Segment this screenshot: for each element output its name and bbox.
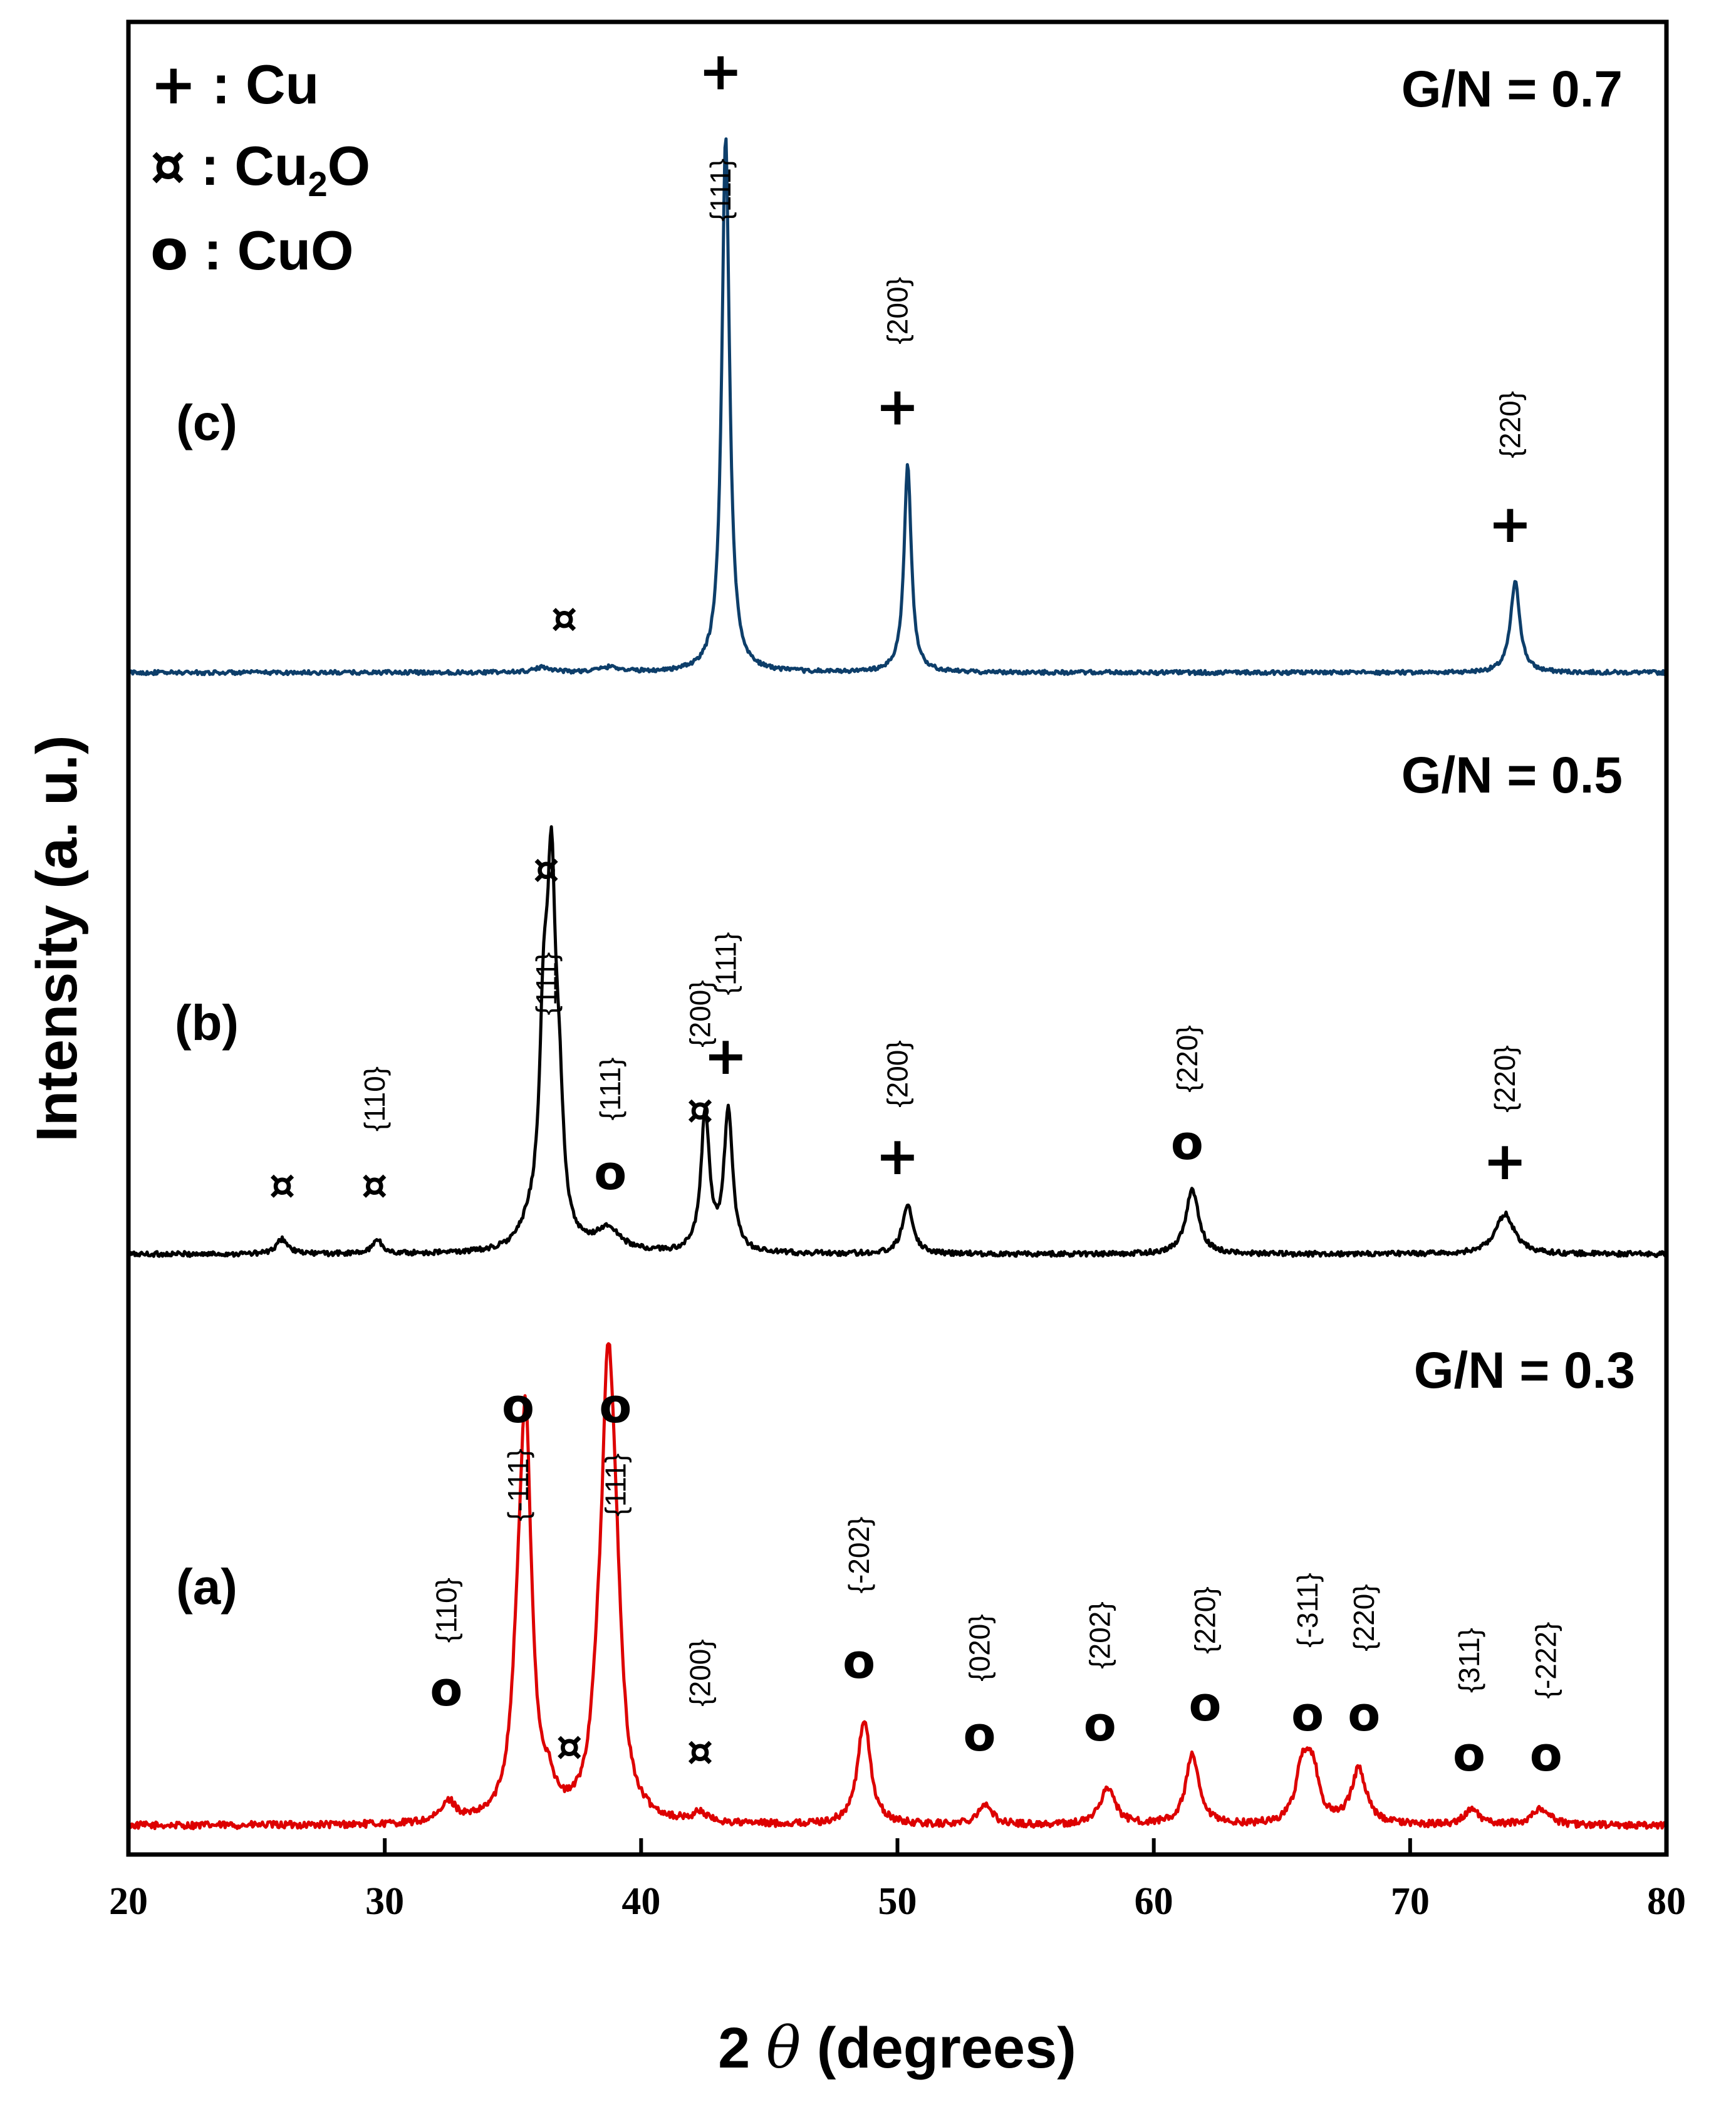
peak-marker-b-0: ¤: [269, 1161, 296, 1209]
peak-marker-a-11: o: [1453, 1726, 1485, 1782]
peak-marker-a-10: o: [1348, 1686, 1380, 1742]
legend-text-0: Cu: [246, 53, 319, 115]
x-tick-label-5: 70: [1391, 1880, 1430, 1923]
peak-hkl-b-6: {200}: [881, 1040, 914, 1107]
peak-marker-a-0: o: [430, 1661, 462, 1717]
legend-symbol-0: +: [150, 52, 197, 117]
peak-marker-b-2: ¤: [533, 845, 559, 893]
legend-item-2: o : CuO: [150, 218, 353, 283]
peak-hkl-c-3: {220}: [1494, 391, 1526, 458]
peak-hkl-c-2: {200}: [881, 277, 914, 344]
x-axis-label-suffix: (degrees): [801, 2016, 1076, 2080]
x-tick-label-6: 80: [1647, 1880, 1686, 1923]
peak-marker-b-5: +: [704, 1025, 747, 1086]
peak-hkl-a-8: {220}: [1189, 1586, 1222, 1653]
x-tick-label-0: 20: [109, 1880, 148, 1923]
series-labels: (a) G/N = 0.3 (b) G/N = 0.5 (c) G/N = 0.7: [175, 61, 1635, 1615]
legend-tail-1: O: [328, 135, 370, 197]
peak-hkl-b-4: {200}: [683, 980, 716, 1047]
peak-hkl-a-5: {-202}: [843, 1517, 875, 1594]
x-tick-label-2: 40: [621, 1880, 660, 1923]
legend-item-1: ¤ : Cu2O: [150, 133, 370, 204]
condition-label-a: G/N = 0.3: [1414, 1342, 1635, 1399]
peak-hkl-a-10: {220}: [1348, 1584, 1380, 1651]
series-label-b: (b): [175, 995, 239, 1051]
x-tick-label-3: 50: [878, 1880, 917, 1923]
peak-hkl-a-12: {-222}: [1530, 1622, 1562, 1699]
peak-hkl-a-11: {311}: [1453, 1628, 1485, 1693]
peak-marker-a-5: o: [843, 1633, 875, 1689]
peak-hkl-a-1: {-111}: [502, 1449, 534, 1521]
peak-marker-a-4: ¤: [687, 1727, 713, 1776]
x-axis-label: 2 θ (degrees): [718, 2014, 1076, 2081]
peak-hkl-a-7: {202}: [1084, 1601, 1116, 1668]
peak-hkl-a-9: {-311}: [1291, 1573, 1324, 1647]
series-label-c: (c): [176, 395, 237, 450]
peak-marker-c-0: ¤: [551, 594, 578, 642]
peak-marker-b-6: +: [875, 1125, 919, 1187]
peak-hkl-a-3: {111}: [599, 1454, 632, 1517]
peak-marker-b-3: o: [594, 1145, 626, 1200]
peak-hkl-c-1: {111}: [704, 159, 737, 222]
peak-marker-a-1: o: [502, 1378, 534, 1433]
peak-marker-a-8: o: [1188, 1676, 1221, 1732]
trace-c: [127, 137, 1667, 677]
peak-marker-c-2: +: [875, 376, 919, 437]
peak-marker-b-7: o: [1171, 1115, 1203, 1170]
x-tick-label-4: 60: [1135, 1880, 1173, 1923]
trace-a: [127, 1342, 1668, 1831]
peak-marker-a-7: o: [1084, 1696, 1116, 1752]
peak-marker-b-4: ¤: [687, 1086, 713, 1134]
trace-b: [127, 825, 1668, 1258]
legend-text-2: CuO: [237, 219, 354, 281]
peak-hkl-a-6: {020}: [963, 1614, 995, 1681]
legend-symbol-1: ¤: [150, 133, 185, 198]
peak-hkl-b-8: {220}: [1489, 1045, 1521, 1112]
peak-hkl-b-1: {110}: [358, 1066, 391, 1132]
x-axis-label-theta: θ: [766, 2014, 801, 2081]
peak-hkl-b-7: {220}: [1171, 1025, 1203, 1092]
x-axis-label-prefix: 2: [718, 2016, 766, 2080]
peak-marker-c-1: +: [699, 41, 742, 102]
legend-separator-0: :: [197, 53, 246, 115]
condition-label-b: G/N = 0.5: [1401, 747, 1623, 804]
peak-marker-b-1: ¤: [361, 1161, 388, 1209]
x-tick-label-1: 30: [365, 1880, 404, 1923]
peak-marker-c-3: +: [1488, 493, 1532, 554]
x-axis-ticks: 20 30 40 50 60 70 80: [109, 1838, 1686, 1923]
peak-marker-a-12: o: [1530, 1726, 1562, 1782]
peak-hkl-a-0: {110}: [430, 1578, 462, 1643]
peak-marker-b-8: +: [1483, 1130, 1527, 1192]
peak-marker-a-6: o: [963, 1706, 995, 1762]
legend-separator-2: :: [188, 219, 237, 281]
condition-label-c: G/N = 0.7: [1401, 61, 1623, 118]
peak-annotations: o {110} o {-111} ¤ o {111} ¤ {200} o {-202} o {020} o…: [269, 41, 1562, 1782]
peak-hkl-b-2: {111}: [530, 952, 563, 1016]
peak-hkl-b-5: {111}: [709, 932, 742, 996]
peak-marker-a-9: o: [1291, 1686, 1324, 1742]
peak-marker-a-2: ¤: [556, 1722, 583, 1771]
legend-subscript-1: 2: [308, 164, 328, 204]
legend-separator-1: :: [185, 135, 234, 197]
legend-item-0: + : Cu: [150, 52, 319, 117]
peak-hkl-b-3: {111}: [594, 1058, 626, 1121]
y-axis-label: Intensity (a. u.): [25, 735, 89, 1142]
legend-symbol-2: o: [150, 218, 188, 283]
legend-text-1: Cu: [234, 135, 308, 197]
series-label-a: (a): [176, 1559, 237, 1615]
peak-hkl-a-4: {200}: [683, 1639, 716, 1706]
series-traces: [127, 137, 1668, 1831]
peak-marker-a-3: o: [599, 1378, 632, 1433]
